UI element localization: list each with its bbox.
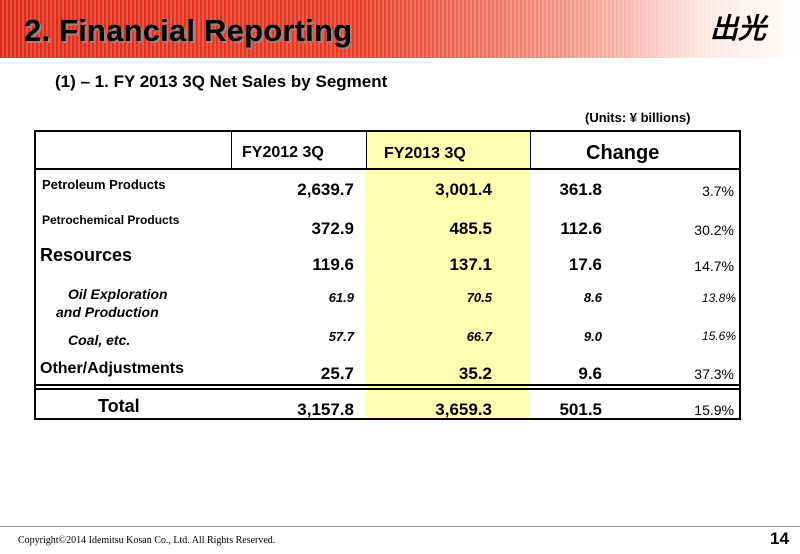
fy2012-value: 25.7	[320, 364, 354, 383]
total-label: Total	[98, 396, 140, 416]
segment-label: Resources	[40, 245, 133, 265]
fy2013-value: 35.2	[458, 364, 492, 383]
segment-label: Petroleum Products	[42, 177, 166, 192]
segment-label: Other/Adjustments	[40, 360, 185, 377]
fy2012-value: 119.6	[312, 255, 354, 274]
change-percent: 14.7%	[694, 258, 734, 274]
total-fy2012-value: 3,157.8	[297, 400, 354, 419]
section-subtitle: (1) – 1. FY 2013 3Q Net Sales by Segment	[55, 72, 388, 91]
header-divider	[530, 132, 531, 168]
copyright-text: Copyright©2014 Idemitsu Kosan Co., Ltd. …	[18, 535, 276, 546]
subsegment-label-line2: and Production	[56, 304, 159, 320]
page-title: 2. Financial Reporting	[24, 13, 353, 48]
change-percent: 15.6%	[701, 329, 736, 343]
subsegment-label-line1: Oil Exploration	[68, 286, 168, 302]
change-value: 17.6	[568, 255, 602, 274]
title-bar-stripes	[0, 0, 800, 58]
total-rule-bottom	[36, 388, 739, 390]
col-header-change: Change	[586, 142, 660, 164]
header-divider	[231, 132, 232, 168]
total-change-value: 501.5	[559, 400, 602, 419]
fy2013-value: 137.1	[449, 255, 492, 274]
fy2012-value: 61.9	[328, 290, 354, 305]
header-rule	[36, 168, 739, 170]
title-bar: 2. Financial Reporting 出光	[0, 0, 800, 58]
change-percent: 30.2%	[694, 222, 734, 238]
change-value: 8.6	[583, 290, 602, 305]
change-percent: 13.8%	[701, 291, 736, 305]
fy2013-value: 66.7	[466, 329, 492, 344]
fy2012-value: 372.9	[311, 219, 354, 238]
fy2012-value: 2,639.7	[297, 180, 354, 199]
total-change-percent: 15.9%	[694, 402, 734, 418]
fy2013-highlight-column	[366, 132, 530, 418]
fy2013-value: 3,001.4	[435, 180, 492, 199]
total-rule-top	[36, 384, 739, 386]
subsegment-label: Coal, etc.	[68, 332, 131, 348]
idemitsu-logo: 出光	[710, 12, 769, 45]
segment-label: Petrochemical Products	[42, 213, 180, 227]
col-header-fy2013: FY2013 3Q	[384, 145, 466, 162]
change-value: 9.0	[583, 329, 602, 344]
fy2012-value: 57.7	[328, 329, 354, 344]
change-value: 361.8	[559, 180, 602, 199]
footer-divider	[0, 526, 800, 527]
total-fy2013-value: 3,659.3	[435, 400, 492, 419]
fy2013-value: 70.5	[466, 290, 492, 305]
page-number: 14	[770, 529, 789, 548]
subsegment-label: Oil Exploration and Production	[56, 285, 168, 321]
logo-text: 出光	[710, 12, 769, 45]
fy2013-value: 485.5	[449, 219, 492, 238]
net-sales-table: FY2012 3Q FY2013 3Q Change Petroleum Pro…	[34, 130, 741, 420]
change-percent: 37.3%	[694, 366, 734, 382]
units-label: (Units: ¥ billions)	[585, 110, 691, 125]
header-divider	[366, 132, 367, 168]
change-value: 112.6	[560, 219, 602, 238]
change-percent: 3.7%	[702, 183, 734, 199]
col-header-fy2012: FY2012 3Q	[242, 144, 324, 161]
change-value: 9.6	[578, 364, 602, 383]
